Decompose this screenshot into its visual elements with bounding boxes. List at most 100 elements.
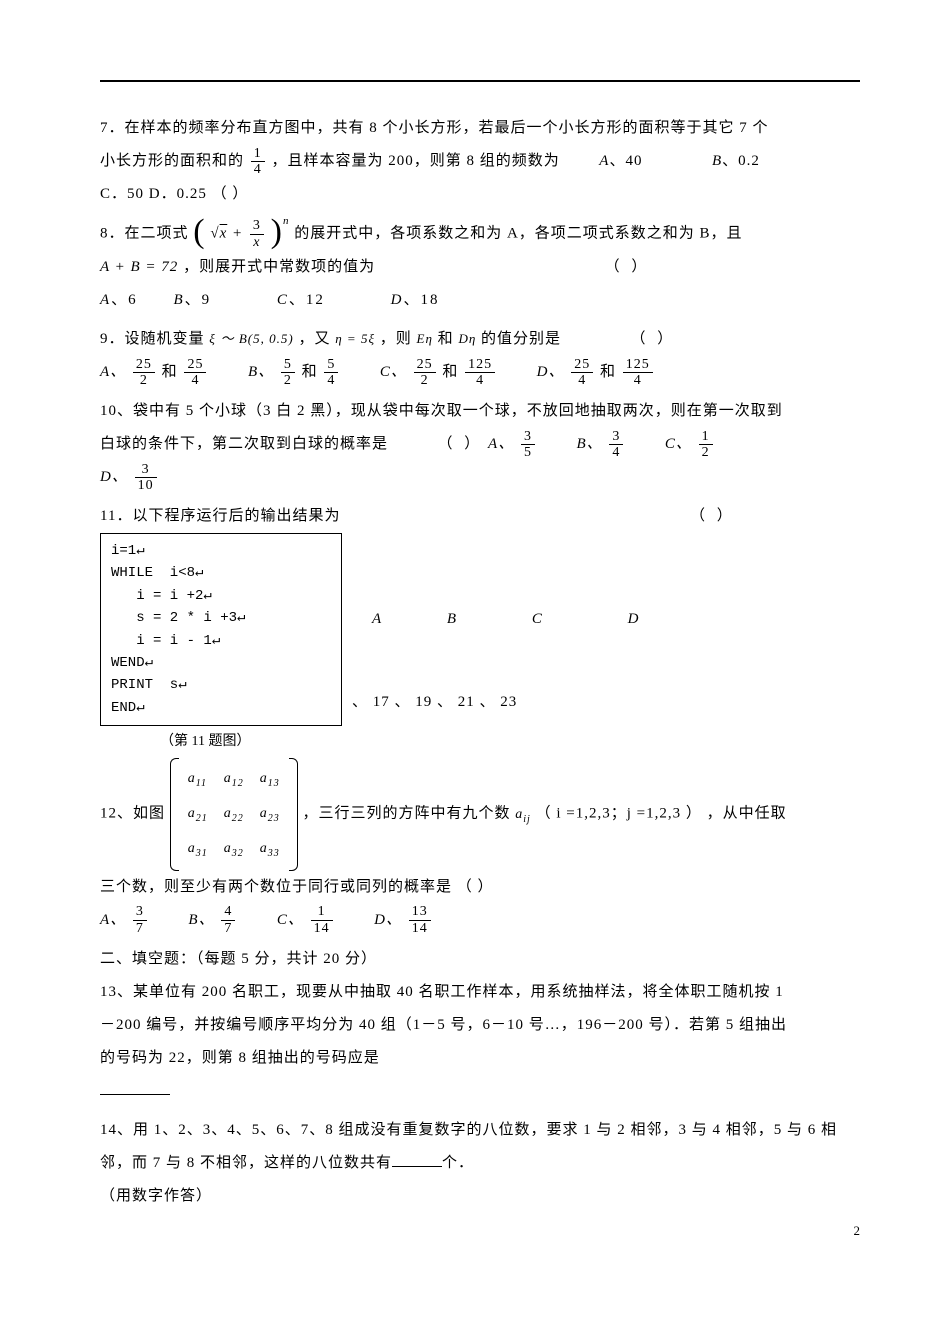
q7-l2a: 小长方形的面积和的 bbox=[100, 153, 244, 169]
question-14: 14、用 1、2、3、4、5、6、7、8 组成没有重复数字的八位数，要求 1 与… bbox=[100, 1114, 860, 1213]
q7-optB-val: 、0.2 bbox=[722, 153, 760, 169]
q9C-n1: 25 bbox=[414, 357, 436, 373]
q14-l2: 邻，而 7 与 8 不相邻，这样的八位数共有 个． bbox=[100, 1147, 860, 1180]
question-11: 11．以下程序运行后的输出结果为 （ ） i=1↵ WHILE i<8↵ i =… bbox=[100, 500, 860, 750]
q12-l1: 12、如图 a11a12a13 a21a22a23 a31a32a33 ，三行三… bbox=[100, 758, 860, 870]
question-7: 7．在样本的频率分布直方图中，共有 8 个小长方形，若最后一个小长方形的面积等于… bbox=[100, 112, 860, 211]
q9-tail: 的值分别是 bbox=[481, 331, 561, 347]
q7-line3: C．50 D．0.25 （ ） bbox=[100, 178, 860, 211]
q12-l2: 三个数，则至少有两个数位于同行或同列的概率是 （ ） bbox=[100, 871, 860, 904]
q12D-l: D、 bbox=[374, 912, 402, 928]
q10-paren: （ ） bbox=[438, 436, 484, 452]
q9B-d1: 2 bbox=[281, 373, 295, 388]
q9A-n2: 25 bbox=[184, 357, 206, 373]
q10C-d: 2 bbox=[699, 445, 713, 460]
q12B-d: 7 bbox=[221, 921, 235, 936]
q9-and: 和 bbox=[438, 331, 459, 347]
q9-dist: ～ B(5, 0.5) bbox=[221, 331, 294, 346]
q9C-d2: 4 bbox=[465, 373, 495, 388]
q9C-d1: 2 bbox=[414, 373, 436, 388]
q9D-n2: 125 bbox=[623, 357, 653, 373]
page-number: 2 bbox=[854, 1223, 861, 1239]
q9C-l: C、 bbox=[380, 364, 407, 380]
q10-l3: D、 310 bbox=[100, 461, 860, 494]
q10C-l: C、 bbox=[665, 436, 692, 452]
q10B-d: 4 bbox=[609, 445, 623, 460]
q7-optA-lbl: A bbox=[599, 153, 609, 169]
q9C-n2: 125 bbox=[465, 357, 495, 373]
q10-l2a: 白球的条件下，第二次取到白球的概率是 bbox=[100, 436, 388, 452]
q9-Deta: Dη bbox=[458, 331, 476, 346]
q12B-l: B、 bbox=[188, 912, 214, 928]
q10D-d: 10 bbox=[135, 478, 157, 493]
q9D-mid: 和 bbox=[600, 364, 616, 380]
q13-l2: －200 编号，并按编号顺序平均分为 40 组（1－5 号，6－10 号…，19… bbox=[100, 1009, 860, 1042]
q11-letters: A B C D bbox=[352, 603, 860, 636]
q9-mid2: ，则 bbox=[380, 331, 412, 347]
code-l4: s = 2 * i +3↵ bbox=[111, 607, 331, 629]
q7-l2b: ，且样本容量为 200，则第 8 组的频数为 bbox=[272, 153, 560, 169]
q8-paren: （ ） bbox=[605, 259, 651, 275]
code-l7: PRINT s↵ bbox=[111, 674, 331, 696]
q9D-n1: 25 bbox=[571, 357, 593, 373]
q9A-d2: 4 bbox=[184, 373, 206, 388]
q9-xi: ξ bbox=[209, 331, 216, 346]
q11-caption: （第 11 题图） bbox=[160, 730, 860, 750]
q8-tail: 的展开式中，各项系数之和为 A，各项二项式系数之和为 B，且 bbox=[294, 225, 742, 241]
q7-optA-val: 、40 bbox=[609, 153, 642, 169]
q10C-n: 1 bbox=[699, 429, 713, 445]
q12-tail: ，三行三列的方阵中有九个数 bbox=[303, 806, 511, 822]
q9B-d2: 4 bbox=[324, 373, 338, 388]
q9-lead: 9．设随机变量 bbox=[100, 331, 205, 347]
q7-frac-den: 4 bbox=[251, 162, 265, 177]
q8-line2: A + B = 72 ，则展开式中常数项的值为 （ ） bbox=[100, 251, 860, 284]
q9A-mid: 和 bbox=[162, 364, 178, 380]
q8-binom: ( √x + 3 x )n bbox=[193, 217, 289, 251]
q11-paren: （ ） bbox=[690, 508, 736, 524]
question-12: 12、如图 a11a12a13 a21a22a23 a31a32a33 ，三行三… bbox=[100, 758, 860, 936]
q7-line2: 小长方形的面积和的 1 4 ，且样本容量为 200，则第 8 组的频数为 A、4… bbox=[100, 145, 860, 178]
section-2-title: 二、填空题：（每题 5 分，共计 20 分） bbox=[100, 943, 860, 976]
q7-frac-num: 1 bbox=[251, 146, 265, 162]
code-l3: i = i +2↵ bbox=[111, 585, 331, 607]
q7-frac: 1 4 bbox=[251, 146, 265, 178]
q9-mid: ，又 bbox=[298, 331, 330, 347]
question-9: 9．设随机变量 ξ ～ B(5, 0.5) ，又 η = 5ξ ，则 Eη 和 … bbox=[100, 323, 860, 389]
q9-etaeq: η = 5ξ bbox=[335, 331, 375, 346]
q12-opts: A、 37 B、 47 C、 114 D、 1314 bbox=[100, 904, 860, 937]
q9-line1: 9．设随机变量 ξ ～ B(5, 0.5) ，又 η = 5ξ ，则 Eη 和 … bbox=[100, 323, 860, 356]
q9A-d1: 2 bbox=[133, 373, 155, 388]
q8-lead: 8．在二项式 bbox=[100, 225, 189, 241]
q7-optB-lbl: B bbox=[712, 153, 722, 169]
q13-blank bbox=[100, 1075, 860, 1108]
q9D-l: D、 bbox=[537, 364, 565, 380]
code-l8: END↵ bbox=[111, 697, 331, 719]
q9C-mid: 和 bbox=[442, 364, 458, 380]
q8-ab: A + B = 72 bbox=[100, 259, 178, 275]
exam-page: 7．在样本的频率分布直方图中，共有 8 个小长方形，若最后一个小长方形的面积等于… bbox=[0, 0, 950, 1259]
q7-line1: 7．在样本的频率分布直方图中，共有 8 个小长方形，若最后一个小长方形的面积等于… bbox=[100, 112, 860, 145]
q10-l2: 白球的条件下，第二次取到白球的概率是 （ ） A、 35 B、 34 C、 12 bbox=[100, 428, 860, 461]
q11-lead-row: 11．以下程序运行后的输出结果为 （ ） bbox=[100, 500, 860, 533]
q14-l2a: 邻，而 7 与 8 不相邻，这样的八位数共有 bbox=[100, 1155, 392, 1171]
q11-nums: 、 17 、 19 、 21 、 23 bbox=[352, 686, 860, 719]
q14-l2b: 个． bbox=[442, 1155, 474, 1171]
q8-frac: 3 x bbox=[250, 218, 264, 250]
q12D-d: 14 bbox=[409, 921, 431, 936]
q9A-n1: 25 bbox=[133, 357, 155, 373]
q14-l1: 14、用 1、2、3、4、5、6、7、8 组成没有重复数字的八位数，要求 1 与… bbox=[100, 1114, 860, 1147]
q12A-d: 7 bbox=[133, 921, 147, 936]
q10A-l: A、 bbox=[488, 436, 514, 452]
q12C-d: 14 bbox=[311, 921, 333, 936]
top-rule bbox=[100, 80, 860, 82]
q9B-l: B、 bbox=[248, 364, 274, 380]
blank-underline bbox=[100, 1080, 170, 1095]
code-l1: i=1↵ bbox=[111, 540, 331, 562]
q12-paren-ij: （ i =1,2,3；j =1,2,3 ） bbox=[536, 806, 702, 822]
q10A-d: 5 bbox=[521, 445, 535, 460]
q11-right: A B C D 、 17 、 19 、 21 、 23 bbox=[342, 533, 860, 719]
q11-code-box: i=1↵ WHILE i<8↵ i = i +2↵ s = 2 * i +3↵ … bbox=[100, 533, 342, 726]
q10D-n: 3 bbox=[135, 462, 157, 478]
q14-l3: （用数字作答） bbox=[100, 1180, 860, 1213]
q10A-n: 3 bbox=[521, 429, 535, 445]
